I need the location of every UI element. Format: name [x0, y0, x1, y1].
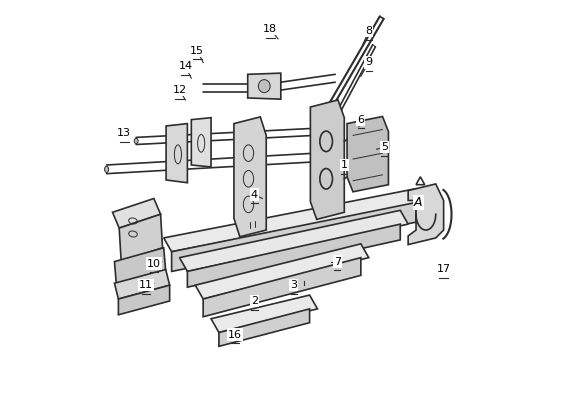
Polygon shape: [195, 244, 369, 299]
Polygon shape: [112, 198, 161, 228]
Text: 14: 14: [178, 62, 192, 71]
Ellipse shape: [104, 166, 108, 172]
Polygon shape: [248, 73, 281, 99]
Polygon shape: [219, 309, 310, 346]
Text: 18: 18: [263, 24, 277, 34]
Text: 12: 12: [173, 85, 187, 95]
Polygon shape: [171, 202, 416, 272]
Polygon shape: [187, 224, 400, 287]
Text: 7: 7: [334, 256, 341, 266]
Polygon shape: [118, 285, 170, 315]
Text: 5: 5: [381, 142, 388, 152]
Text: 11: 11: [139, 280, 153, 290]
Text: 9: 9: [365, 58, 372, 67]
Polygon shape: [347, 116, 389, 192]
Polygon shape: [203, 258, 361, 317]
Polygon shape: [179, 210, 408, 272]
Polygon shape: [119, 214, 162, 262]
Polygon shape: [408, 184, 444, 245]
Polygon shape: [211, 295, 318, 333]
Polygon shape: [234, 117, 266, 237]
Text: 16: 16: [228, 330, 242, 339]
Text: 6: 6: [358, 115, 364, 125]
Text: 10: 10: [147, 258, 161, 268]
Text: A: A: [414, 196, 422, 209]
Text: 15: 15: [190, 46, 204, 56]
Polygon shape: [114, 270, 170, 299]
Text: 2: 2: [251, 296, 258, 306]
Text: 1: 1: [341, 160, 348, 170]
Polygon shape: [310, 100, 344, 220]
Polygon shape: [191, 118, 211, 167]
Text: 17: 17: [437, 264, 451, 274]
Ellipse shape: [326, 156, 331, 160]
Polygon shape: [114, 248, 166, 285]
Text: 3: 3: [290, 280, 297, 290]
Text: 13: 13: [117, 129, 131, 139]
Ellipse shape: [258, 80, 270, 93]
Text: 4: 4: [251, 189, 258, 200]
Ellipse shape: [134, 139, 138, 143]
Polygon shape: [166, 123, 187, 183]
Text: 8: 8: [365, 26, 372, 36]
Polygon shape: [164, 189, 424, 252]
